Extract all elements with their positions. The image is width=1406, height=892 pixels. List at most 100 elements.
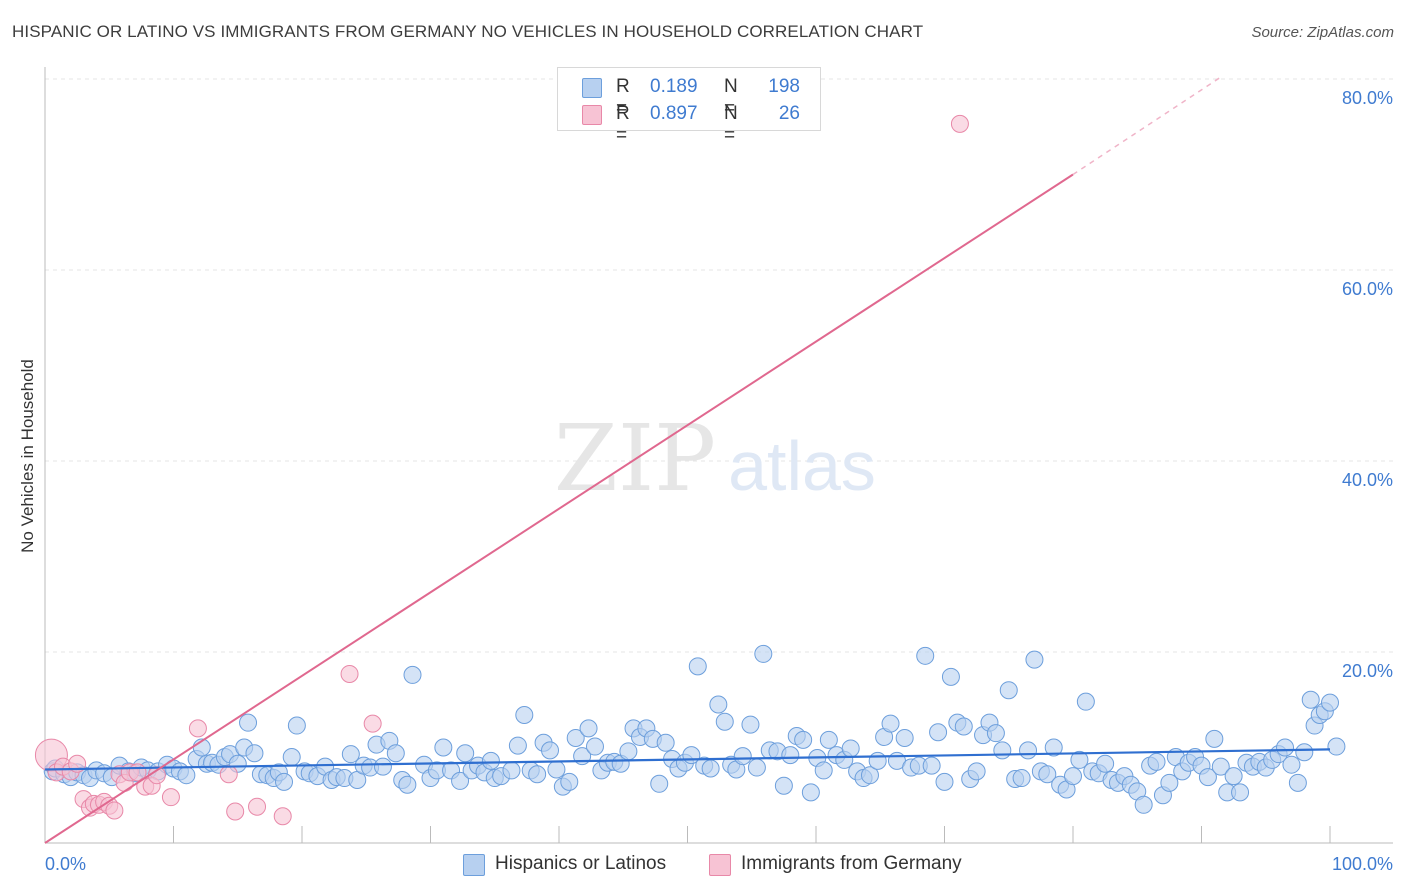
data-point bbox=[528, 765, 547, 784]
data-point bbox=[188, 719, 207, 738]
data-point bbox=[1096, 754, 1115, 773]
data-point bbox=[650, 774, 669, 793]
data-point bbox=[245, 744, 264, 763]
n-label: N = bbox=[724, 103, 738, 146]
data-point bbox=[398, 775, 417, 794]
data-point bbox=[248, 797, 267, 816]
data-point bbox=[585, 737, 604, 756]
trend-lines bbox=[44, 76, 1331, 844]
data-point bbox=[1282, 755, 1301, 774]
data-point bbox=[1070, 750, 1089, 769]
data-point bbox=[868, 751, 887, 770]
data-point bbox=[515, 706, 534, 725]
grid-lines bbox=[45, 78, 1393, 653]
data-point bbox=[341, 745, 360, 764]
data-point bbox=[819, 730, 838, 749]
data-point bbox=[916, 646, 935, 665]
data-point bbox=[273, 807, 292, 826]
data-point bbox=[860, 766, 879, 785]
r-label: R = bbox=[616, 103, 630, 146]
data-point bbox=[547, 760, 566, 779]
r-value-hispanics: 0.189 bbox=[650, 76, 698, 97]
hispanics-points bbox=[43, 644, 1346, 814]
watermark: ZIP atlas bbox=[554, 405, 876, 512]
data-point bbox=[239, 713, 258, 732]
data-point bbox=[451, 771, 470, 790]
data-point bbox=[999, 681, 1018, 700]
data-point bbox=[935, 772, 954, 791]
data-point bbox=[434, 738, 453, 757]
data-point bbox=[715, 712, 734, 731]
trend-line-germany bbox=[44, 173, 1074, 844]
data-point bbox=[1321, 693, 1339, 712]
data-point bbox=[579, 719, 598, 738]
data-point bbox=[1064, 767, 1082, 786]
data-point bbox=[1038, 765, 1057, 784]
y-tick-label: 40.0% bbox=[1342, 470, 1393, 490]
data-point bbox=[287, 716, 306, 735]
data-point bbox=[781, 746, 800, 765]
data-point bbox=[1198, 768, 1217, 787]
data-point bbox=[1231, 783, 1250, 802]
r-label: R = bbox=[616, 76, 630, 119]
axes bbox=[44, 67, 1393, 844]
data-point bbox=[929, 723, 948, 742]
data-point bbox=[1276, 738, 1295, 757]
data-point bbox=[161, 788, 180, 807]
data-point bbox=[1019, 741, 1038, 760]
data-point bbox=[1134, 795, 1153, 814]
data-point bbox=[226, 802, 245, 821]
data-point bbox=[741, 715, 760, 734]
data-point bbox=[566, 728, 585, 747]
data-point bbox=[619, 742, 638, 761]
source-credit: Source: ZipAtlas.com bbox=[1251, 24, 1394, 41]
data-point bbox=[941, 667, 960, 686]
data-point bbox=[1012, 769, 1031, 788]
data-point bbox=[1288, 773, 1307, 792]
correlation-legend: R = 0.189 N = 198 R = 0.897 N = 26 bbox=[557, 67, 821, 146]
data-point bbox=[1301, 690, 1320, 709]
data-point bbox=[1211, 757, 1230, 776]
x-tick-label: 0.0% bbox=[45, 854, 86, 874]
data-point bbox=[282, 748, 301, 767]
data-point bbox=[1160, 773, 1179, 792]
data-point bbox=[814, 761, 833, 780]
data-point bbox=[747, 758, 766, 777]
data-point bbox=[841, 739, 860, 758]
watermark-atlas: atlas bbox=[728, 427, 876, 505]
chart-title: HISPANIC OR LATINO VS IMMIGRANTS FROM GE… bbox=[12, 22, 924, 41]
data-point bbox=[1205, 729, 1224, 748]
data-point bbox=[993, 741, 1012, 760]
data-point bbox=[363, 714, 382, 733]
data-point bbox=[1044, 738, 1063, 757]
legend-swatch-blue bbox=[582, 78, 602, 98]
data-point bbox=[373, 757, 392, 776]
x-tick-labels: 0.0% 100.0% bbox=[45, 854, 1393, 874]
data-point bbox=[386, 744, 405, 763]
legend-label-hispanics: Hispanics or Latinos bbox=[495, 853, 667, 874]
data-point bbox=[219, 765, 238, 784]
data-point bbox=[1224, 767, 1243, 786]
n-value-hispanics: 198 bbox=[768, 76, 800, 97]
trend-line-hispanics bbox=[44, 748, 1331, 771]
data-point bbox=[733, 747, 752, 766]
data-point bbox=[701, 759, 720, 778]
data-point bbox=[541, 741, 560, 760]
legend-swatch-pink bbox=[582, 105, 602, 125]
data-point bbox=[177, 766, 196, 785]
data-point bbox=[801, 783, 820, 802]
data-point bbox=[1147, 752, 1166, 771]
y-tick-label: 60.0% bbox=[1342, 279, 1393, 299]
data-point bbox=[950, 114, 969, 133]
data-point bbox=[1295, 743, 1314, 762]
data-point bbox=[1327, 737, 1346, 756]
data-point bbox=[954, 717, 973, 736]
r-value-germany: 0.897 bbox=[650, 103, 698, 124]
data-point bbox=[508, 736, 527, 755]
data-point bbox=[986, 724, 1005, 743]
y-tick-labels: 20.0% 40.0% 60.0% 80.0% bbox=[1342, 88, 1393, 681]
x-tick-label: 100.0% bbox=[1332, 854, 1393, 874]
data-point bbox=[340, 664, 359, 683]
data-point bbox=[560, 772, 579, 791]
y-tick-label: 20.0% bbox=[1342, 661, 1393, 681]
